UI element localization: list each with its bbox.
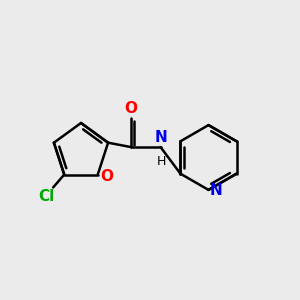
Text: O: O [100,169,113,184]
Text: N: N [155,130,167,145]
Text: H: H [156,155,166,168]
Text: O: O [124,101,137,116]
Text: N: N [210,183,223,198]
Text: Cl: Cl [38,189,54,204]
